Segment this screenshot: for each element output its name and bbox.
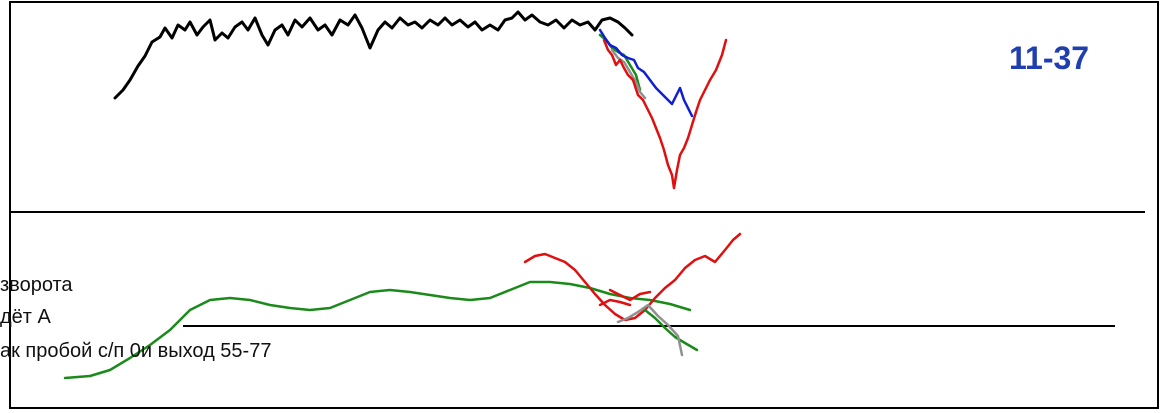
lower-red-line-2 <box>598 298 632 307</box>
chart-label: 11-37 <box>1009 40 1090 76</box>
upper-gray-line-2 <box>610 48 647 100</box>
lower-gray-line-4 <box>616 303 684 357</box>
chart-frame <box>9 1 1159 409</box>
upper-black-line-0 <box>113 10 634 100</box>
lower-red-line-1 <box>523 232 742 322</box>
lower-green-line-3 <box>643 308 699 352</box>
upper-red-line-3 <box>602 38 728 190</box>
upper-blue-line-4 <box>598 28 694 118</box>
lower-green-line-0 <box>63 280 692 380</box>
lower-panel-series <box>63 232 742 380</box>
note-line-1: зворота <box>0 274 73 296</box>
upper-panel-series <box>113 10 728 190</box>
note-line-3: ак пробой с/п 0и выход 55-77 <box>0 340 272 362</box>
lower-red-line-5 <box>608 288 652 302</box>
note-line-2: дёт А <box>0 306 51 328</box>
